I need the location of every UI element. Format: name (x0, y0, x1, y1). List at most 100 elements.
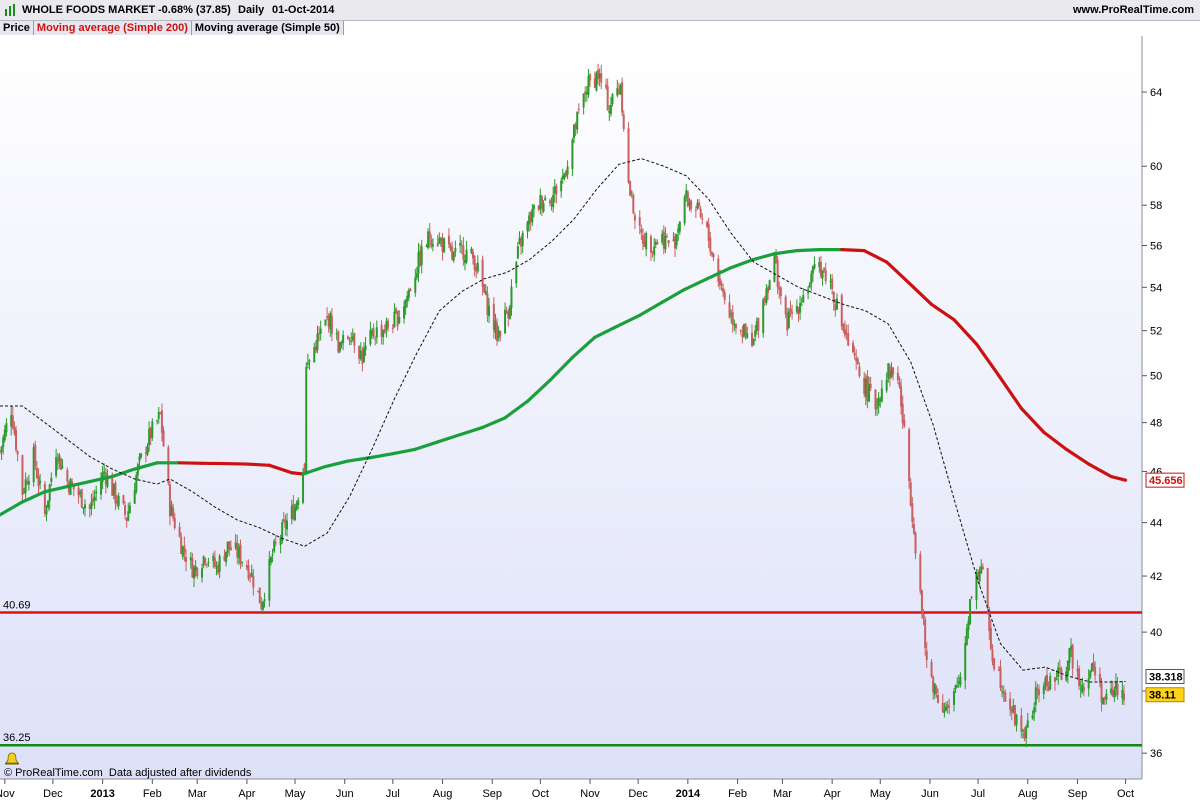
candle (622, 110, 625, 132)
candle (454, 240, 457, 257)
candle (140, 452, 143, 459)
candle (414, 268, 417, 297)
candle (370, 327, 373, 339)
candle (869, 376, 872, 392)
candle (290, 499, 293, 525)
candle (754, 325, 757, 342)
candle (672, 232, 675, 242)
y-tick-label: 58 (1150, 200, 1162, 212)
candle (967, 616, 970, 639)
candle (1116, 676, 1119, 700)
candle (415, 266, 418, 281)
candle (319, 320, 322, 341)
candle (492, 297, 495, 339)
y-tick-label: 44 (1150, 518, 1162, 530)
candle (286, 513, 289, 537)
candle (3, 425, 6, 443)
candle (215, 561, 218, 576)
ma200-segment (0, 500, 25, 517)
ma200-segment (615, 313, 642, 328)
candle (362, 342, 365, 363)
candle (1023, 727, 1026, 742)
legend-price[interactable]: Price (0, 21, 34, 35)
candle (314, 340, 317, 354)
candle (787, 307, 790, 329)
candle (885, 372, 888, 393)
candle (213, 550, 216, 570)
alert-bell-icon[interactable] (5, 752, 19, 765)
candle (978, 566, 981, 587)
candle (281, 519, 284, 545)
candle (739, 329, 742, 335)
candle (799, 295, 802, 320)
candle (350, 332, 353, 346)
candle (10, 406, 13, 436)
candle (762, 297, 765, 338)
candle (35, 461, 38, 480)
candle (11, 406, 14, 430)
ma200-segment (840, 248, 866, 253)
candle (471, 248, 474, 265)
x-axis-ticks: Nov Dec 2013 Feb Mar Apr May Jun Jul Aug Sep Oct Nov… (0, 779, 1134, 800)
candle (964, 636, 967, 690)
candle (494, 313, 497, 340)
candle (821, 269, 824, 286)
x-tick-label: Dec (628, 788, 648, 800)
candle (45, 504, 48, 522)
candle (160, 403, 163, 442)
candle (451, 241, 454, 261)
candle (184, 549, 187, 572)
candle (149, 426, 152, 446)
ma200-segment (1019, 406, 1046, 434)
candle (653, 237, 656, 262)
candle (520, 235, 523, 255)
candle (1044, 675, 1047, 691)
candle (571, 138, 574, 177)
candle (560, 177, 563, 198)
candle (585, 86, 588, 102)
candle (977, 569, 980, 581)
candle (1071, 643, 1074, 677)
candle (189, 551, 192, 569)
x-tick-label: Mar (188, 788, 207, 800)
candle (1031, 710, 1034, 720)
legend-ma200[interactable]: Moving average (Simple 200) (33, 21, 192, 35)
ma200-segment (245, 462, 271, 467)
candle (954, 684, 957, 693)
x-tick-label: Jun (336, 788, 354, 800)
candle (741, 325, 744, 344)
candle (866, 370, 869, 409)
ma200-segment (368, 452, 395, 460)
candle (674, 233, 677, 258)
legend-ma50[interactable]: Moving average (Simple 50) (191, 21, 344, 35)
candle (404, 299, 407, 315)
candle (117, 492, 120, 510)
candle (173, 512, 176, 530)
x-tick-label: Nov (580, 788, 600, 800)
candle (818, 257, 821, 273)
candle (813, 256, 816, 270)
candle (593, 71, 596, 89)
candle (372, 323, 375, 339)
ma200-segment (458, 425, 485, 437)
candle (707, 217, 710, 249)
candle (991, 644, 994, 666)
candle (282, 512, 285, 523)
candle (447, 228, 450, 248)
candle (114, 480, 117, 511)
ma200-segment (1087, 462, 1113, 479)
candle (667, 239, 670, 248)
candle (83, 499, 86, 517)
candle (425, 243, 428, 248)
candle (61, 459, 64, 469)
candle (1012, 698, 1015, 714)
candle (948, 698, 951, 715)
website-link[interactable]: www.ProRealTime.com (1072, 4, 1194, 16)
candle (475, 263, 478, 279)
ma200-segment (391, 447, 417, 456)
prorealtime-logo-icon (5, 4, 15, 16)
candle (431, 238, 434, 252)
candle (742, 323, 745, 339)
ma200-segment (20, 490, 47, 504)
